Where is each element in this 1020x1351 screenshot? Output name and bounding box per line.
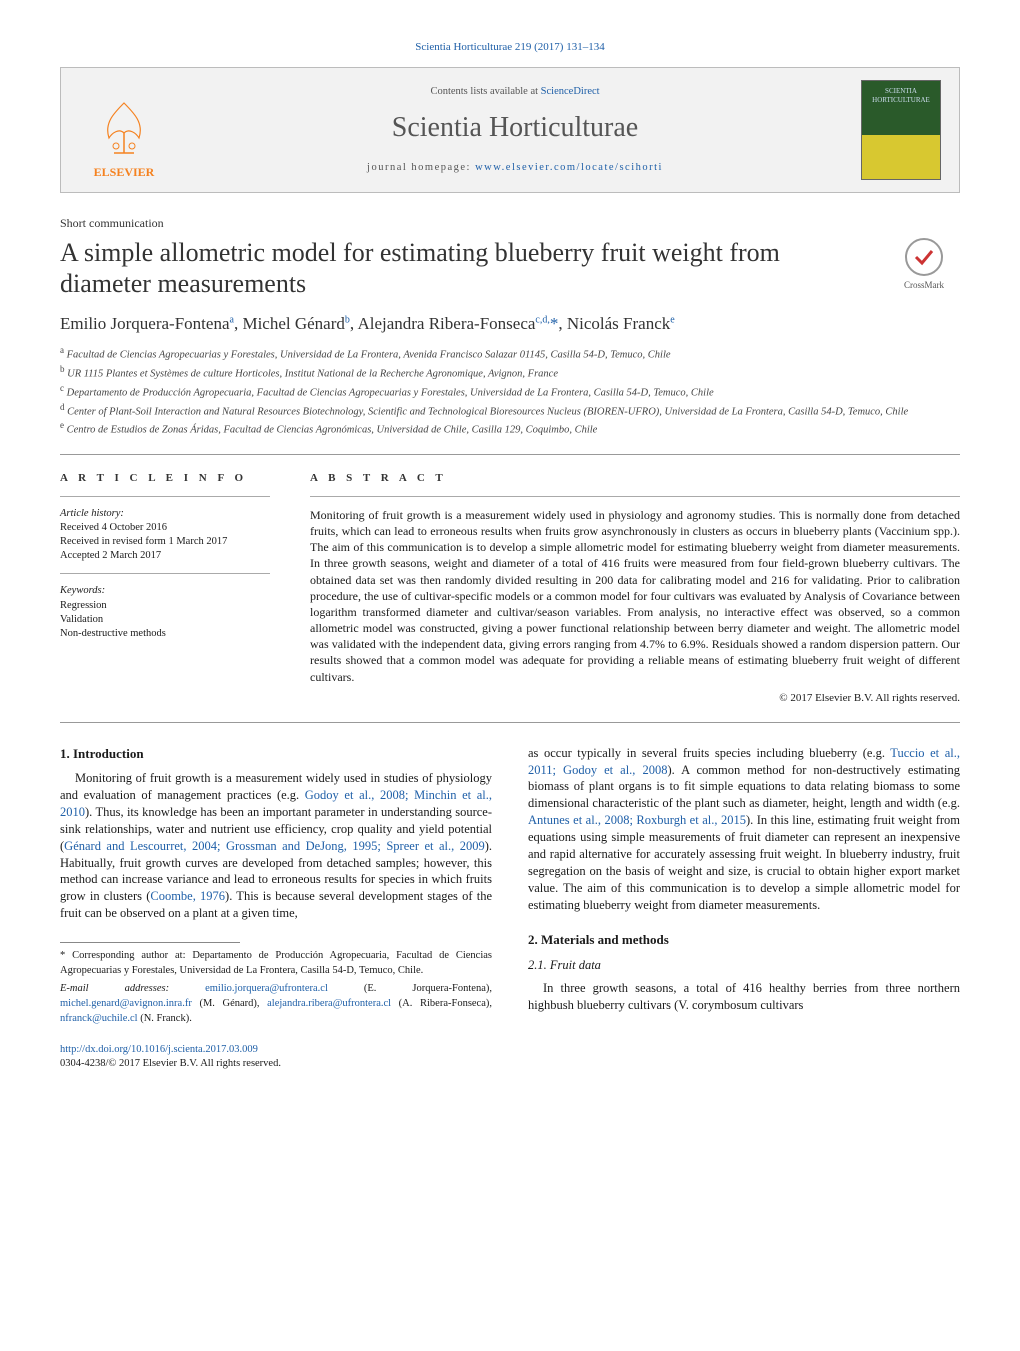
intro-paragraph-1: Monitoring of fruit growth is a measurem… xyxy=(60,770,492,922)
divider xyxy=(60,573,270,574)
section-heading-intro: 1. Introduction xyxy=(60,745,492,763)
issn-copyright: 0304-4238/© 2017 Elsevier B.V. All right… xyxy=(60,1058,281,1069)
affiliations: a Facultad de Ciencias Agropecuarias y F… xyxy=(60,344,960,438)
divider xyxy=(60,722,960,723)
crossmark-icon xyxy=(904,237,944,277)
homepage-link[interactable]: www.elsevier.com/locate/scihorti xyxy=(475,162,663,173)
journal-cover-thumbnail: SCIENTIA HORTICULTURAE xyxy=(861,80,941,180)
header-center: Contents lists available at ScienceDirec… xyxy=(187,85,843,175)
history-item: Received in revised form 1 March 2017 xyxy=(60,536,227,547)
footnotes: * Corresponding author at: Departamento … xyxy=(60,949,492,1026)
keyword: Regression xyxy=(60,600,107,611)
doi-link[interactable]: http://dx.doi.org/10.1016/j.scienta.2017… xyxy=(60,1044,258,1055)
citation-link[interactable]: Génard and Lescourret, 2004; Grossman an… xyxy=(64,839,485,853)
cover-line2: HORTICULTURAE xyxy=(872,96,930,105)
homepage-line: journal homepage: www.elsevier.com/locat… xyxy=(187,161,843,175)
authors: Emilio Jorquera-Fontenaa, Michel Génardb… xyxy=(60,313,960,336)
keywords-label: Keywords: xyxy=(60,585,105,596)
abstract-label: A B S T R A C T xyxy=(310,471,960,486)
text: ). In this line, estimating fruit weight… xyxy=(528,813,960,911)
abstract: A B S T R A C T Monitoring of fruit grow… xyxy=(310,471,960,706)
info-label: A R T I C L E I N F O xyxy=(60,471,270,486)
cover-line1: SCIENTIA xyxy=(885,87,917,96)
article-type: Short communication xyxy=(60,215,960,231)
subsection-heading: 2.1. Fruit data xyxy=(528,957,960,974)
doi-block: http://dx.doi.org/10.1016/j.scienta.2017… xyxy=(60,1043,492,1071)
right-column: as occur typically in several fruits spe… xyxy=(528,745,960,1071)
intro-paragraph-2: as occur typically in several fruits spe… xyxy=(528,745,960,914)
divider xyxy=(310,496,960,497)
email-addresses: E-mail addresses: emilio.jorquera@ufront… xyxy=(60,982,492,1026)
history-item: Received 4 October 2016 xyxy=(60,522,167,533)
elsevier-tree-icon xyxy=(94,98,154,158)
article-history: Article history: Received 4 October 2016… xyxy=(60,507,270,564)
section-heading-methods: 2. Materials and methods xyxy=(528,931,960,949)
abstract-text: Monitoring of fruit growth is a measurem… xyxy=(310,507,960,685)
history-label: Article history: xyxy=(60,508,124,519)
journal-header: ELSEVIER Contents lists available at Sci… xyxy=(60,67,960,193)
keyword: Validation xyxy=(60,614,103,625)
keywords-block: Keywords: Regression Validation Non-dest… xyxy=(60,584,270,641)
text: as occur typically in several fruits spe… xyxy=(528,746,890,760)
footnote-rule xyxy=(60,942,240,943)
homepage-prefix: journal homepage: xyxy=(367,162,475,173)
contents-prefix: Contents lists available at xyxy=(430,86,540,97)
sciencedirect-link[interactable]: ScienceDirect xyxy=(541,86,600,97)
elsevier-logo: ELSEVIER xyxy=(79,80,169,180)
journal-reference: Scientia Horticulturae 219 (2017) 131–13… xyxy=(60,40,960,55)
crossmark-label: CrossMark xyxy=(904,280,944,290)
journal-name: Scientia Horticulturae xyxy=(187,109,843,147)
methods-paragraph: In three growth seasons, a total of 416 … xyxy=(528,980,960,1014)
corresponding-author: * Corresponding author at: Departamento … xyxy=(60,949,492,978)
citation-link[interactable]: Coombe, 1976 xyxy=(150,889,225,903)
citation-link[interactable]: Antunes et al., 2008; Roxburgh et al., 2… xyxy=(528,813,746,827)
divider xyxy=(60,454,960,455)
elsevier-label: ELSEVIER xyxy=(94,164,155,180)
abstract-copyright: © 2017 Elsevier B.V. All rights reserved… xyxy=(310,691,960,706)
article-title: A simple allometric model for estimating… xyxy=(60,237,868,299)
divider xyxy=(60,496,270,497)
left-column: 1. Introduction Monitoring of fruit grow… xyxy=(60,745,492,1071)
contents-line: Contents lists available at ScienceDirec… xyxy=(187,85,843,99)
crossmark-badge[interactable]: CrossMark xyxy=(888,237,960,291)
body-columns: 1. Introduction Monitoring of fruit grow… xyxy=(60,745,960,1071)
keyword: Non-destructive methods xyxy=(60,628,166,639)
article-info: A R T I C L E I N F O Article history: R… xyxy=(60,471,270,706)
history-item: Accepted 2 March 2017 xyxy=(60,550,161,561)
